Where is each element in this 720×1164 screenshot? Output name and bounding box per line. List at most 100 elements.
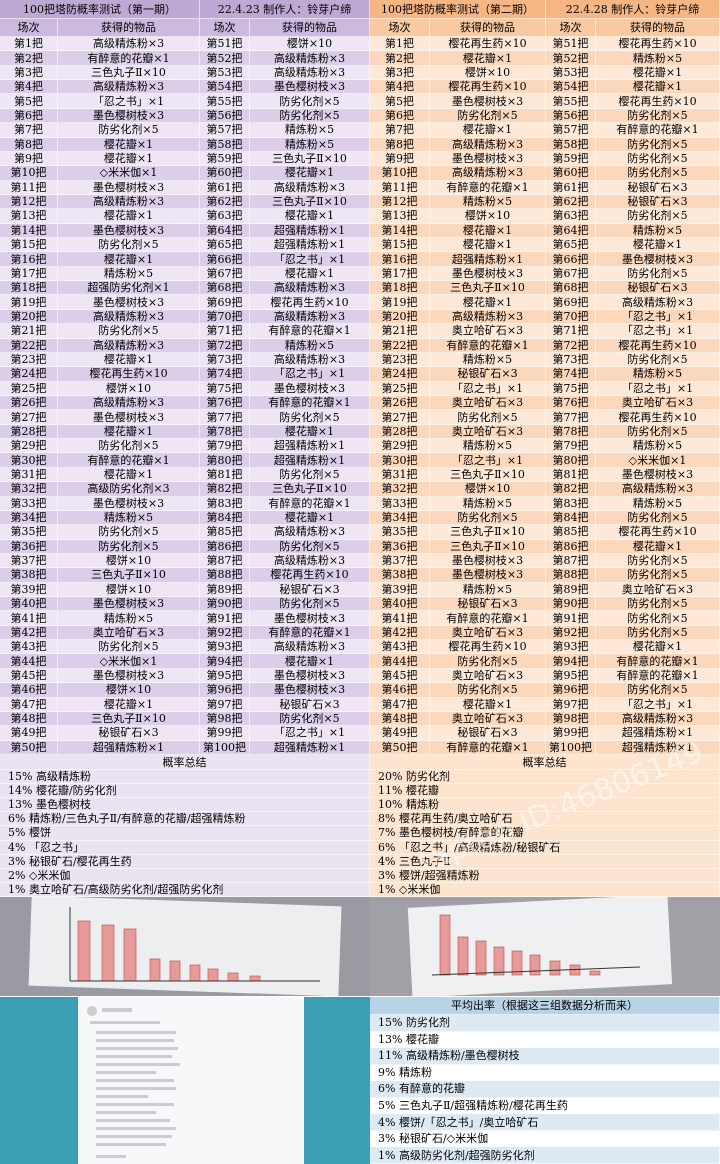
round: 第21把 <box>370 324 430 339</box>
item: 有醉意的花瓣×1 <box>58 51 200 66</box>
round: 第46把 <box>370 683 430 698</box>
round: 第28把 <box>0 424 58 440</box>
item: 墨色樱树枝×3 <box>58 180 200 195</box>
round: 第73把 <box>200 352 250 368</box>
round: 第19把 <box>0 295 58 310</box>
round: 第47把 <box>0 697 58 712</box>
round: 第61把 <box>200 180 250 195</box>
average-line: 6% 有醉意的花瓣 <box>370 1081 720 1098</box>
item: 奥立哈矿石×3 <box>596 396 720 411</box>
average-line: 15% 防劣化剂 <box>370 1015 720 1032</box>
round: 第39把 <box>370 582 430 598</box>
item: 高级精炼粉×3 <box>250 65 370 81</box>
round: 第63把 <box>546 209 596 224</box>
item: 高级精炼粉×3 <box>250 352 370 368</box>
item: 墨色樱树枝×3 <box>58 108 200 124</box>
summary-line: 4% 「忍之书」 <box>0 840 370 855</box>
round: 第59把 <box>546 151 596 167</box>
item: 墨色樱树枝×3 <box>430 94 546 109</box>
round: 第25把 <box>370 381 430 396</box>
item: 超强精炼粉×1 <box>250 453 370 468</box>
item: 墨色樱树枝×3 <box>250 668 370 684</box>
item: 墨色樱树枝×3 <box>250 80 370 95</box>
item: 高级精炼粉×3 <box>250 553 370 569</box>
round: 第62把 <box>200 194 250 210</box>
summary-line: 3% 秘银矿石/樱花再生药 <box>0 854 370 869</box>
round: 第90把 <box>200 597 250 612</box>
item: 有醉意的花瓣×1 <box>250 324 370 339</box>
item: 精炼粉×5 <box>596 367 720 382</box>
round: 第44把 <box>370 654 430 669</box>
item: 奥立哈矿石×3 <box>430 711 546 727</box>
round: 第86把 <box>200 539 250 554</box>
item: 防劣化剂×5 <box>596 597 720 612</box>
item: 樱花再生药×10 <box>596 525 720 540</box>
round: 第5把 <box>0 94 58 109</box>
item: 超强精炼粉×1 <box>58 740 200 755</box>
round: 第35把 <box>0 525 58 540</box>
item: 秘银矿石×3 <box>596 194 720 210</box>
round: 第99把 <box>200 726 250 741</box>
round: 第52把 <box>546 51 596 66</box>
item: 樱花瓣×1 <box>58 697 200 712</box>
item: 「忍之书」×1 <box>250 252 370 267</box>
round: 第18把 <box>0 281 58 296</box>
item: 防劣化剂×5 <box>58 123 200 138</box>
round: 第82把 <box>200 482 250 497</box>
round: 第64把 <box>200 223 250 239</box>
item: 樱花瓣×1 <box>58 151 200 167</box>
round: 第92把 <box>546 625 596 641</box>
item: 三色丸子Ⅱ×10 <box>430 467 546 483</box>
item: 奥立哈矿石×3 <box>430 324 546 339</box>
column-header: 场次 <box>200 19 250 37</box>
round: 第26把 <box>0 396 58 411</box>
round: 第78把 <box>546 424 596 440</box>
item: 樱花再生药×10 <box>250 568 370 583</box>
item: 樱饼×10 <box>430 482 546 497</box>
round: 第54把 <box>546 80 596 95</box>
round: 第63把 <box>200 209 250 224</box>
average-line: 3% 秘银矿石/◇米米伽 <box>370 1130 720 1148</box>
round: 第69把 <box>546 295 596 310</box>
round: 第48把 <box>370 711 430 727</box>
round: 第26把 <box>370 396 430 411</box>
round: 第79把 <box>546 439 596 454</box>
round: 第71把 <box>546 324 596 339</box>
column-header: 场次 <box>370 19 430 37</box>
item: 高级精炼粉×3 <box>58 309 200 325</box>
item: 樱花瓣×1 <box>596 640 720 655</box>
sketch-chart-right <box>370 897 720 996</box>
round: 第16把 <box>0 252 58 267</box>
summary-line: 13% 墨色樱树枝 <box>0 798 370 813</box>
round: 第66把 <box>200 252 250 267</box>
item: 精炼粉×5 <box>58 611 200 626</box>
item: 秘银矿石×3 <box>430 367 546 382</box>
round: 第65把 <box>546 238 596 253</box>
round: 第46把 <box>0 683 58 698</box>
item: 高级精炼粉×3 <box>250 180 370 195</box>
round: 第100把 <box>200 740 250 755</box>
round: 第44把 <box>0 654 58 669</box>
round: 第89把 <box>546 582 596 598</box>
item: 墨色樱树枝×3 <box>58 410 200 425</box>
item: 三色丸子Ⅱ×10 <box>58 711 200 727</box>
round: 第5把 <box>370 94 430 109</box>
item: 奥立哈矿石×3 <box>596 582 720 598</box>
round: 第22把 <box>370 338 430 353</box>
round: 第28把 <box>370 424 430 440</box>
item: 樱花瓣×1 <box>430 697 546 712</box>
item: 防劣化剂×5 <box>250 108 370 124</box>
round: 第53把 <box>546 65 596 81</box>
round: 第27把 <box>0 410 58 425</box>
item: 防劣化剂×5 <box>596 108 720 124</box>
item: 有醉意的花瓣×1 <box>596 668 720 684</box>
summary-line: 1% 奥立哈矿石/高级防劣化剂/超强防劣化剂 <box>0 882 370 897</box>
round: 第68把 <box>200 281 250 296</box>
panel-info: 22.4.23 制作人：铃芽户缔 <box>200 0 370 19</box>
round: 第85把 <box>200 525 250 540</box>
round: 第45把 <box>370 668 430 684</box>
item: 三色丸子Ⅱ×10 <box>430 281 546 296</box>
item: 「忍之书」×1 <box>58 94 200 109</box>
round: 第11把 <box>370 180 430 195</box>
item: 秘银矿石×3 <box>430 597 546 612</box>
